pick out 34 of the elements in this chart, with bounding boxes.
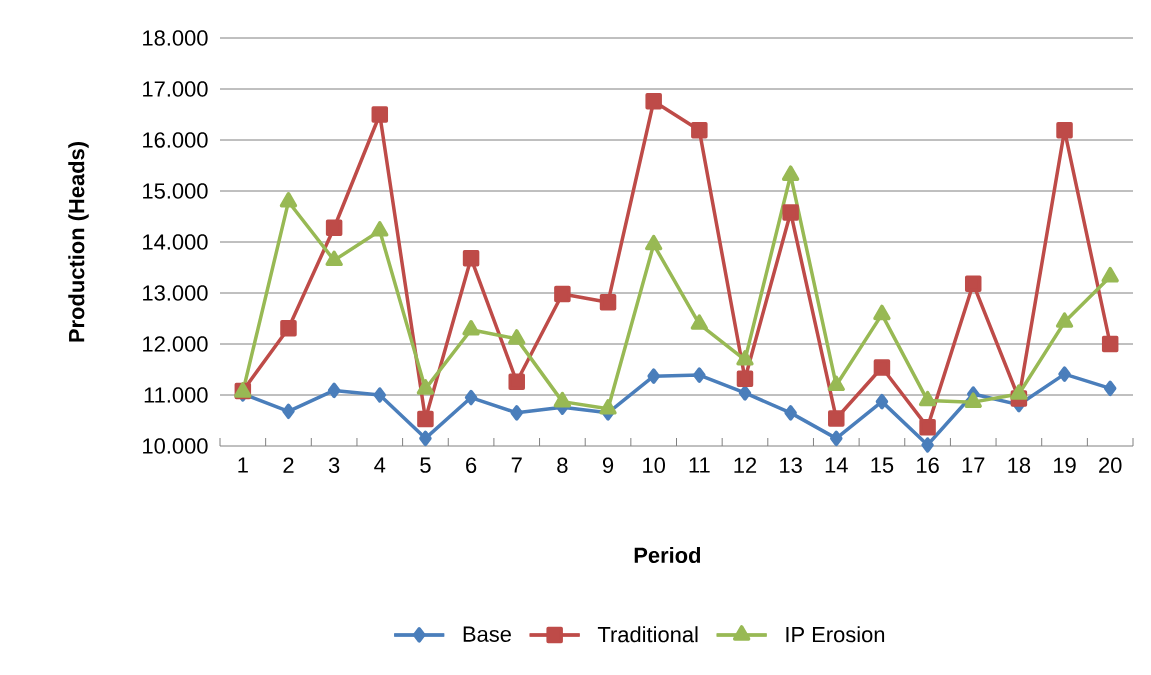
y-tick-label: 17.000 [143,81,208,97]
x-tick-label: 1 [238,457,248,473]
x-tick-label: 5 [420,457,431,473]
legend-label: Base [463,626,511,642]
y-tick-label: 11.000 [144,387,208,403]
y-tick-label: 16.000 [143,132,208,148]
x-tick-label: 6 [466,457,477,474]
x-tick-label: 9 [602,457,614,474]
x-tick-label: 12 [734,457,757,473]
x-tick-label: 11 [689,457,710,473]
x-tick-label: 10 [643,457,666,474]
legend-label: IP Erosion [786,626,885,643]
y-tick-label: 13.000 [143,285,208,301]
y-axis-title: Production (Heads) [68,142,89,342]
y-tick-label: 14.000 [143,234,208,250]
x-axis-title: Period [634,546,701,563]
x-tick-label: 4 [374,457,386,473]
x-tick-label: 19 [1054,457,1076,474]
x-tick-label: 20 [1099,457,1122,474]
x-tick-label: 18 [1008,457,1031,474]
x-tick-label: 2 [283,457,294,473]
y-tick-label: 10.000 [143,438,208,454]
x-tick-label: 14 [825,457,848,473]
x-tick-label: 17 [962,457,985,473]
x-tick-label: 13 [780,457,802,474]
x-tick-label: 8 [557,457,568,474]
x-tick-label: 7 [511,457,522,473]
y-tick-label: 12.000 [143,336,208,352]
x-tick-label: 15 [871,457,894,473]
y-tick-label: 15.000 [143,183,208,199]
y-tick-label: 18.000 [143,30,208,46]
legend-label: Traditional [597,626,698,643]
x-tick-label: 3 [328,457,340,474]
x-tick-label: 16 [917,457,939,474]
